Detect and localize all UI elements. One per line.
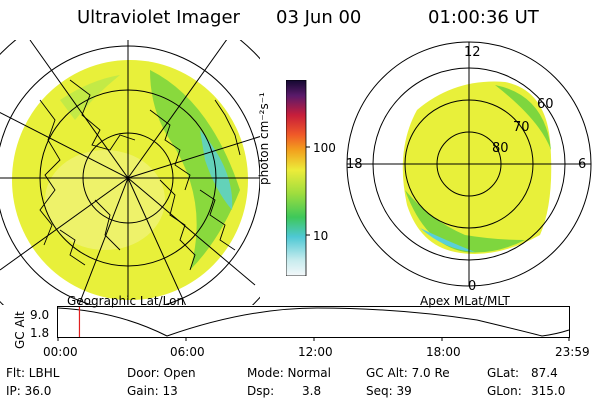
alt-ytick-high: 9.0: [30, 308, 50, 322]
apex-label: Apex MLat/MLT: [420, 294, 510, 308]
status-dsp-value: 3.8: [302, 384, 322, 398]
altitude-plot: [57, 306, 570, 341]
aurora-image-apex: [402, 81, 552, 254]
alt-xtick-2359: 23:59: [555, 345, 590, 359]
mlt-label-12: 12: [464, 45, 481, 60]
geographic-map-panel: [0, 40, 260, 305]
colorbar: [286, 80, 310, 276]
coastlines: [39, 79, 241, 271]
mlat-label-60: 60: [537, 97, 554, 112]
status-dsp-label: Dsp:: [247, 384, 275, 398]
geographic-label: Geographic Lat/Lon: [67, 294, 185, 308]
status-seq: Seq: 39: [366, 384, 412, 398]
status-glon-label: GLon:: [487, 384, 522, 398]
mlat-label-80: 80: [492, 141, 509, 156]
status-door: Door: Open: [127, 366, 196, 380]
status-glat-label: GLat:: [487, 366, 520, 380]
alt-xtick-0600: 06:00: [170, 345, 205, 359]
status-gcalt: GC Alt: 7.0 Re: [366, 366, 450, 380]
altitude-curve: [57, 307, 570, 337]
apex-polar-panel: [346, 41, 592, 287]
status-flt: Flt: LBHL: [6, 366, 60, 380]
status-glon-value: 315.0: [531, 384, 566, 398]
colorbar-unit: photon cm⁻²s⁻¹: [257, 92, 271, 185]
status-ip: IP: 36.0: [6, 384, 52, 398]
alt-xtick-1200: 12:00: [298, 345, 333, 359]
mlt-label-6: 6: [578, 157, 587, 172]
status-gain: Gain: 13: [127, 384, 178, 398]
mlat-label-70: 70: [513, 120, 530, 135]
instrument-title: Ultraviolet Imager: [77, 7, 240, 28]
alt-ytick-low: 1.8: [30, 326, 50, 340]
date-label: 03 Jun 00: [276, 7, 362, 28]
alt-xtick-1800: 18:00: [426, 345, 461, 359]
colorbar-tick-100: 100: [313, 141, 336, 155]
alt-xtick-0000: 00:00: [43, 345, 78, 359]
time-label: 01:00:36 UT: [428, 7, 539, 28]
alt-ylabel: GC Alt: [13, 311, 27, 349]
mlt-label-0: 0: [468, 279, 477, 294]
status-mode: Mode: Normal: [247, 366, 331, 380]
status-glat-value: 87.4: [531, 366, 558, 380]
colorbar-tick-10: 10: [313, 229, 329, 243]
mlt-label-18: 18: [346, 157, 363, 172]
